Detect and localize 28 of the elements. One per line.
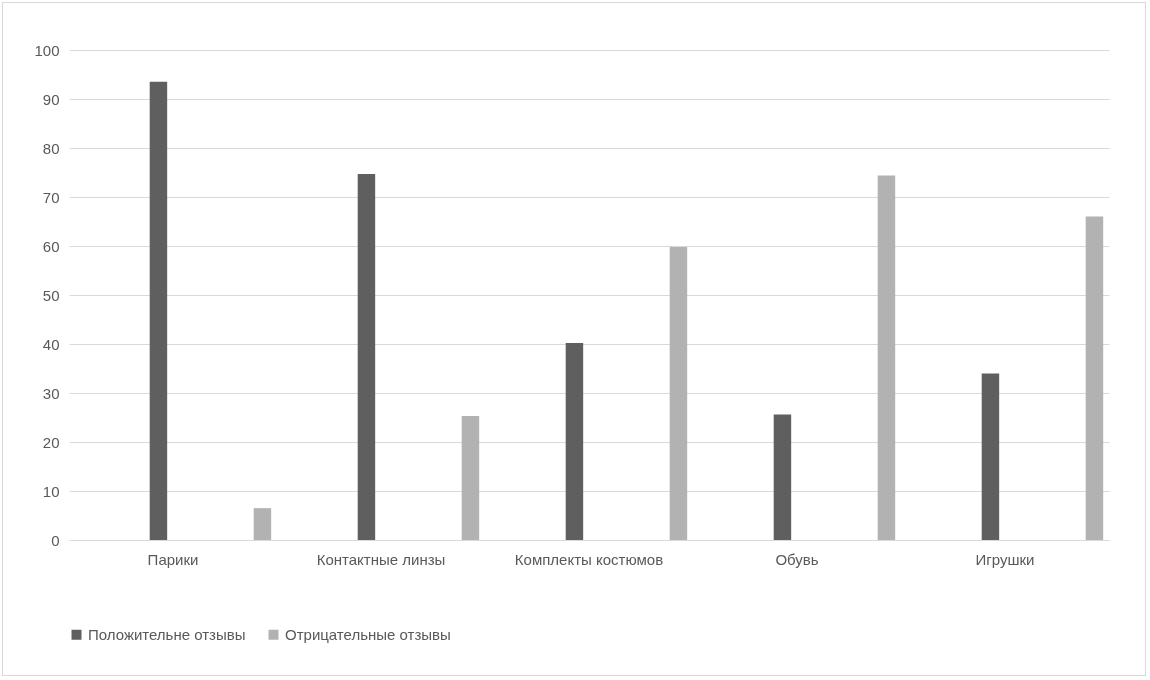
y-tick-label: 100 xyxy=(34,41,60,59)
legend-label: Положительне отзывы xyxy=(88,625,246,643)
y-tick-label: 50 xyxy=(42,286,60,304)
y-tick-label: 40 xyxy=(42,335,60,353)
x-tick-label: Игрушки xyxy=(975,550,1035,568)
bar xyxy=(877,175,896,540)
bar xyxy=(565,343,584,540)
y-tick-label: 30 xyxy=(42,384,60,402)
bar xyxy=(149,81,168,540)
y-tick-label: 90 xyxy=(42,90,60,108)
y-tick-label: 60 xyxy=(42,237,60,255)
x-tick-label: Комплекты костюмов xyxy=(514,550,664,568)
bar xyxy=(773,414,792,540)
bar xyxy=(981,373,1000,540)
y-tick-label: 10 xyxy=(42,482,60,500)
bar xyxy=(253,508,272,540)
y-tick-label: 70 xyxy=(42,188,60,206)
legend-label: Отрицательные отзывы xyxy=(285,625,451,643)
y-tick-label: 80 xyxy=(42,139,60,157)
y-tick-label: 20 xyxy=(42,433,60,451)
bar xyxy=(461,416,480,540)
y-tick-label: 0 xyxy=(51,531,60,549)
bar xyxy=(669,246,688,540)
x-tick-label: Контактные линзы xyxy=(316,550,446,568)
x-tick-label: Парики xyxy=(147,550,199,568)
bar xyxy=(357,173,376,540)
x-tick-label: Обувь xyxy=(775,550,819,568)
bar xyxy=(1085,216,1104,540)
